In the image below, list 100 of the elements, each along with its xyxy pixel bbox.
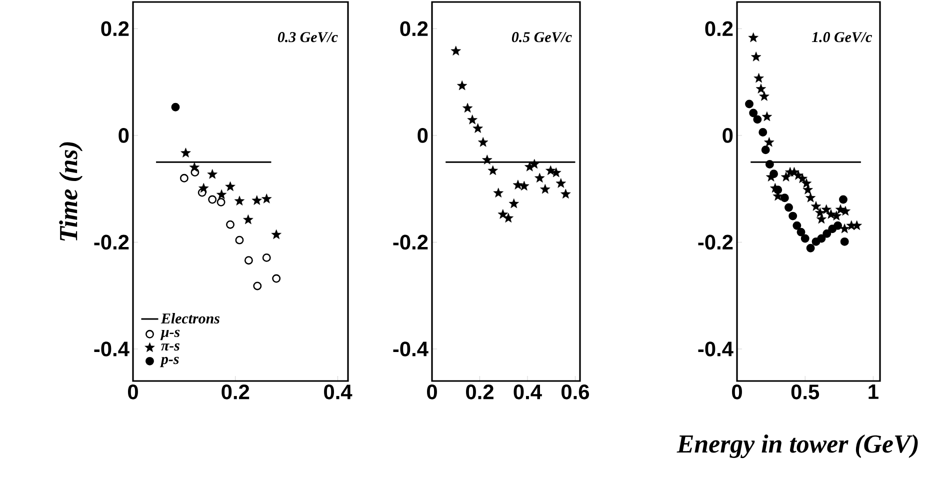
point (761, 146, 770, 154)
x-tick-label: 0.4 (324, 384, 352, 400)
point (765, 160, 774, 169)
x-tick-label: 0.5 (791, 384, 820, 400)
point (225, 181, 236, 192)
x-axis-title: Energy in tower (GeV) (676, 434, 918, 458)
legend-label: Electrons (160, 313, 220, 324)
point (839, 195, 848, 204)
x-tick-label: 0.6 (562, 384, 590, 400)
annotation: 0.5 GeV/c (512, 32, 572, 42)
point (764, 137, 774, 147)
point (503, 212, 514, 223)
point (226, 220, 234, 229)
x-tick-label: 0.4 (514, 384, 542, 400)
point (198, 182, 209, 193)
y-tick-label: -0.2 (393, 234, 428, 250)
y-tick-label: 0.2 (101, 21, 129, 36)
point (462, 102, 473, 113)
x-tick-label: 0.2 (466, 384, 494, 400)
point (546, 165, 556, 176)
point (770, 170, 778, 178)
point (822, 229, 832, 238)
point (519, 180, 530, 190)
point (852, 220, 862, 230)
y-tick-label: 0.2 (400, 21, 428, 36)
point (780, 172, 792, 182)
point (457, 80, 468, 90)
point (551, 167, 562, 178)
point (529, 158, 540, 169)
point (834, 221, 842, 230)
point (774, 186, 782, 194)
y-tick-label: 0 (118, 128, 129, 143)
point (180, 174, 188, 182)
point (560, 188, 571, 199)
point (253, 282, 262, 290)
point (784, 203, 793, 212)
legend-label: p-s (160, 356, 179, 368)
y-tick-label: -0.4 (393, 342, 428, 356)
point (840, 224, 850, 234)
point (806, 244, 815, 252)
point (754, 73, 764, 83)
point (762, 111, 772, 122)
point (780, 194, 789, 202)
point (171, 102, 180, 112)
y-tick-label: 0 (722, 128, 733, 143)
point (751, 52, 762, 62)
point (216, 198, 226, 206)
point (800, 234, 810, 243)
y-tick-label: -0.4 (94, 342, 130, 356)
point (816, 214, 827, 224)
point (802, 184, 813, 194)
point (262, 253, 271, 262)
y-tick-label: -0.2 (94, 234, 129, 250)
x-tick-label: 0.2 (222, 384, 250, 400)
point (759, 91, 770, 101)
point (271, 229, 282, 240)
point (243, 214, 254, 224)
legend-label: π-s (161, 343, 180, 351)
point (745, 100, 754, 108)
point (556, 178, 566, 188)
point (534, 172, 545, 182)
point (189, 162, 200, 172)
point (749, 108, 758, 118)
point (817, 234, 826, 243)
point (252, 195, 262, 205)
point (801, 178, 812, 188)
point (235, 236, 244, 244)
point (796, 228, 806, 236)
point (472, 123, 483, 133)
point (840, 237, 849, 246)
point (208, 195, 217, 204)
point (272, 274, 281, 283)
y-tick-label: 0 (418, 128, 428, 143)
point (180, 148, 191, 158)
point (756, 84, 766, 94)
point (478, 137, 488, 147)
annotation: 0.3 GeV/c (278, 32, 338, 42)
point (508, 198, 519, 208)
legend-label: μ-s (160, 330, 180, 340)
point (797, 173, 808, 184)
point (216, 189, 227, 200)
point (488, 165, 498, 176)
point (748, 32, 758, 42)
point (244, 256, 253, 265)
point (450, 46, 461, 56)
point (788, 212, 798, 220)
y-axis-title: Time (ns) (59, 142, 83, 241)
point (753, 115, 762, 124)
annotation: 1.0 GeV/c (812, 32, 872, 42)
point (810, 201, 822, 211)
point (493, 188, 504, 198)
point (540, 184, 550, 194)
point (262, 194, 272, 204)
y-tick-label: -0.4 (698, 342, 734, 356)
point (467, 114, 478, 124)
point (234, 196, 245, 206)
point (792, 221, 802, 230)
point (207, 169, 218, 179)
point (482, 154, 492, 164)
y-tick-label: 0.2 (705, 21, 733, 36)
